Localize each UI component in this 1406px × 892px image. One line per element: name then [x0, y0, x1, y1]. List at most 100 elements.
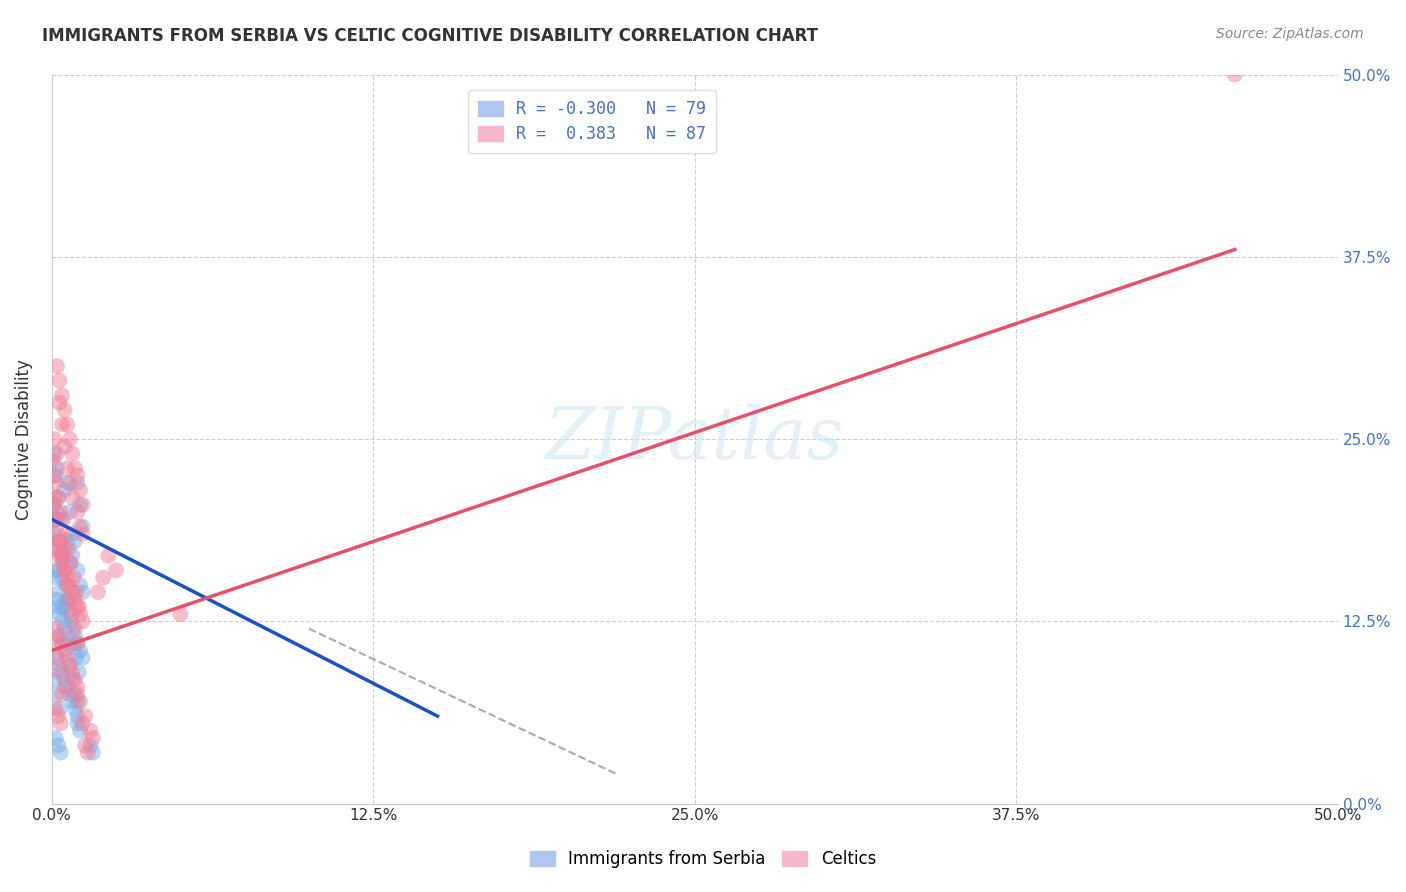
Point — [66, 475, 89, 490]
Point — [72, 585, 94, 599]
Point — [45, 505, 67, 519]
Point — [53, 563, 76, 577]
Point — [60, 491, 83, 505]
Point — [48, 629, 70, 643]
Point — [75, 709, 97, 723]
Point — [45, 468, 67, 483]
Point — [60, 447, 83, 461]
Point — [48, 585, 70, 599]
Text: ZIPatlas: ZIPatlas — [546, 404, 845, 475]
Point — [45, 731, 67, 745]
Point — [58, 541, 80, 556]
Point — [56, 417, 79, 432]
Point — [53, 643, 76, 657]
Point — [44, 447, 66, 461]
Point — [65, 585, 87, 599]
Point — [66, 468, 89, 483]
Point — [44, 491, 66, 505]
Point — [63, 622, 86, 636]
Point — [45, 461, 67, 475]
Point — [58, 592, 80, 607]
Point — [46, 491, 69, 505]
Point — [56, 571, 79, 585]
Point — [1223, 68, 1246, 82]
Point — [51, 556, 73, 570]
Point — [45, 571, 67, 585]
Point — [75, 739, 97, 753]
Point — [60, 694, 83, 708]
Point — [56, 534, 79, 549]
Point — [59, 556, 82, 570]
Point — [45, 475, 67, 490]
Point — [44, 636, 66, 650]
Point — [52, 556, 75, 570]
Point — [42, 468, 65, 483]
Point — [69, 694, 91, 708]
Point — [87, 585, 110, 599]
Point — [67, 599, 90, 614]
Point — [45, 359, 67, 373]
Point — [59, 658, 82, 673]
Point — [51, 541, 73, 556]
Point — [46, 709, 69, 723]
Point — [69, 723, 91, 738]
Point — [56, 461, 79, 475]
Point — [60, 585, 83, 599]
Point — [48, 534, 70, 549]
Point — [69, 643, 91, 657]
Point — [62, 636, 84, 650]
Point — [56, 636, 79, 650]
Point — [66, 716, 89, 731]
Point — [63, 629, 86, 643]
Point — [51, 615, 73, 629]
Point — [49, 746, 72, 760]
Point — [69, 483, 91, 497]
Point — [72, 498, 94, 512]
Point — [45, 622, 67, 636]
Point — [44, 541, 66, 556]
Point — [59, 607, 82, 621]
Point — [51, 417, 73, 432]
Point — [45, 447, 67, 461]
Point — [45, 702, 67, 716]
Point — [66, 680, 89, 694]
Point — [46, 491, 69, 505]
Point — [66, 563, 89, 577]
Point — [51, 599, 73, 614]
Point — [53, 599, 76, 614]
Point — [79, 739, 101, 753]
Point — [55, 578, 77, 592]
Point — [53, 403, 76, 417]
Point — [76, 746, 98, 760]
Point — [63, 673, 86, 687]
Point — [60, 665, 83, 680]
Point — [69, 607, 91, 621]
Point — [42, 454, 65, 468]
Point — [52, 512, 75, 526]
Point — [51, 636, 73, 650]
Point — [53, 643, 76, 657]
Point — [59, 432, 82, 446]
Point — [44, 673, 66, 687]
Point — [60, 526, 83, 541]
Text: IMMIGRANTS FROM SERBIA VS CELTIC COGNITIVE DISABILITY CORRELATION CHART: IMMIGRANTS FROM SERBIA VS CELTIC COGNITI… — [42, 27, 818, 45]
Point — [72, 519, 94, 533]
Point — [79, 723, 101, 738]
Point — [59, 505, 82, 519]
Point — [49, 716, 72, 731]
Point — [45, 512, 67, 526]
Point — [53, 673, 76, 687]
Point — [45, 512, 67, 526]
Point — [51, 665, 73, 680]
Point — [48, 534, 70, 549]
Point — [51, 549, 73, 563]
Point — [60, 673, 83, 687]
Point — [66, 505, 89, 519]
Point — [55, 526, 77, 541]
Point — [48, 702, 70, 716]
Point — [48, 629, 70, 643]
Point — [46, 739, 69, 753]
Point — [44, 498, 66, 512]
Y-axis label: Cognitive Disability: Cognitive Disability — [15, 359, 32, 519]
Point — [51, 549, 73, 563]
